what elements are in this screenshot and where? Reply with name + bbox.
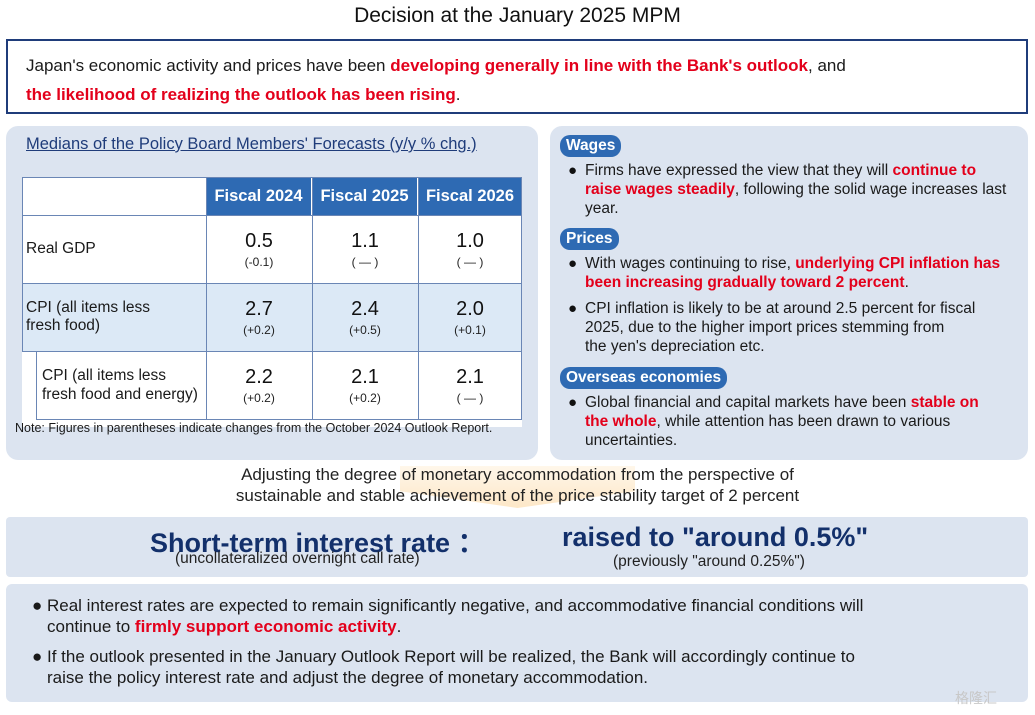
- grid-line: [22, 215, 522, 216]
- cell-cpi-core-fy2024: 2.7 (+0.2): [206, 283, 312, 351]
- prices-bullet-2: ● CPI inflation is likely to be at aroun…: [568, 300, 976, 355]
- cell-gdp-fy2026: 1.0( — ): [456, 229, 484, 269]
- grid-line: [22, 177, 23, 351]
- page-title: Decision at the January 2025 MPM: [354, 4, 681, 27]
- bullet-icon: ●: [568, 162, 578, 179]
- cell-cpi-cc-fy2024: 2.2 (+0.2): [243, 365, 275, 405]
- wages-bullet: ● Firms have expressed the view that the…: [568, 162, 1007, 217]
- grid-line: [418, 177, 419, 419]
- bullet-icon: ●: [568, 255, 578, 272]
- grid-line: [312, 177, 313, 419]
- row-label-real-gdp: Real GDP: [26, 240, 96, 257]
- grid-line: [22, 351, 522, 352]
- forecasts-table: Fiscal 2024 Fiscal 2025 Fiscal 2026 Real…: [22, 177, 522, 427]
- forecasts-title: Medians of the Policy Board Members' For…: [26, 135, 477, 153]
- assessment-panel: Wages ● Firms have expressed the view th…: [550, 126, 1028, 460]
- watermark-logo: 格隆汇: [955, 690, 997, 706]
- forecasts-panel: Medians of the Policy Board Members' For…: [6, 126, 538, 460]
- outlook-box: ● Real interest rates are expected to re…: [6, 584, 1028, 702]
- outlook-bullet-2: ● If the outlook presented in the Januar…: [32, 647, 855, 687]
- row-label-cpi-core-core: CPI (all items less fresh food and energy…: [42, 367, 198, 403]
- wages-heading: Wages: [560, 135, 622, 157]
- prices-bullet-1: ● With wages continuing to rise, underly…: [568, 255, 1001, 291]
- rate-previous: (previously "around 0.25%"): [613, 553, 805, 570]
- policy-stance-line-1: Adjusting the degree of monetary accommo…: [241, 465, 794, 484]
- grid-line: [521, 177, 522, 419]
- cell-cpi-core-fy2026: 2.0 (+0.1): [418, 283, 522, 351]
- forecasts-note: Note: Figures in parentheses indicate ch…: [15, 421, 493, 435]
- overseas-bullet: ● Global financial and capital markets h…: [568, 394, 979, 449]
- outlook-bullet-1: ● Real interest rates are expected to re…: [32, 596, 864, 636]
- col-header-fy2024: Fiscal 2024: [206, 177, 311, 215]
- row-label-cpi-core: CPI (all items less fresh food): [22, 283, 206, 351]
- summary-line-1: Japan's economic activity and prices hav…: [26, 56, 846, 75]
- grid-line: [206, 177, 207, 419]
- cell-cpi-cc-fy2026: 2.1( — ): [456, 365, 484, 405]
- rate-label: Short-term interest rate ：: [150, 528, 485, 558]
- summary-box: Japan's economic activity and prices hav…: [6, 39, 1028, 114]
- bullet-icon: ●: [32, 596, 43, 615]
- policy-stance-line-2: sustainable and stable achievement of th…: [235, 486, 800, 505]
- rate-sublabel: (uncollateralized overnight call rate): [175, 550, 420, 567]
- grid-line: [36, 419, 522, 420]
- grid-line: [36, 351, 37, 419]
- bullet-icon: ●: [568, 300, 578, 317]
- overseas-heading: Overseas economies: [560, 367, 728, 389]
- bullet-icon: ●: [568, 394, 578, 411]
- bullet-icon: ●: [32, 647, 43, 666]
- col-header-fy2025: Fiscal 2025: [312, 177, 417, 215]
- rate-decision-box: Short-term interest rate ： (uncollateral…: [6, 517, 1028, 577]
- summary-line-2: the likelihood of realizing the outlook …: [26, 85, 461, 104]
- col-header-fy2026: Fiscal 2026: [418, 177, 522, 215]
- rate-value: raised to "around 0.5%": [562, 522, 869, 552]
- cell-cpi-cc-fy2025: 2.1 (+0.2): [349, 365, 381, 405]
- policy-stance: Adjusting the degree of monetary accommo…: [0, 464, 1035, 508]
- grid-line: [22, 283, 522, 284]
- grid-line: [22, 177, 522, 178]
- cell-gdp-fy2025: 1.1( — ): [351, 229, 379, 269]
- cell-gdp-fy2024: 0.5 (-0.1): [244, 229, 274, 269]
- cell-cpi-core-fy2025: 2.4 (+0.5): [312, 283, 418, 351]
- prices-heading: Prices: [560, 228, 619, 250]
